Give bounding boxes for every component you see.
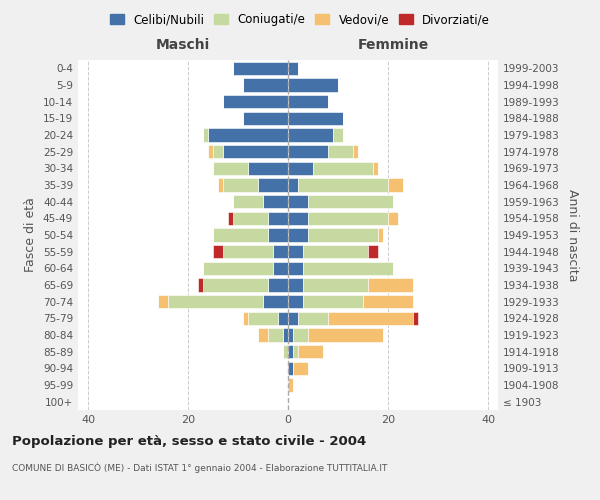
Bar (268, 278, 288, 291)
Bar (288, 62, 298, 75)
Bar (288, 345, 293, 358)
Bar (293, 328, 308, 342)
Bar (288, 262, 303, 275)
Bar (303, 278, 368, 291)
Bar (233, 195, 263, 208)
Bar (293, 345, 298, 358)
Bar (168, 295, 263, 308)
Bar (283, 328, 288, 342)
Bar (303, 295, 363, 308)
Bar (223, 95, 288, 108)
Bar (203, 128, 208, 141)
Bar (258, 328, 268, 342)
Bar (213, 245, 223, 258)
Bar (308, 328, 383, 342)
Bar (223, 245, 273, 258)
Bar (288, 312, 298, 325)
Bar (288, 362, 293, 375)
Bar (213, 228, 268, 241)
Bar (268, 328, 283, 342)
Bar (263, 195, 288, 208)
Bar (288, 78, 338, 92)
Bar (308, 195, 393, 208)
Bar (288, 162, 313, 175)
Bar (288, 95, 328, 108)
Bar (283, 345, 288, 358)
Bar (288, 228, 308, 241)
Bar (288, 145, 328, 158)
Bar (363, 295, 413, 308)
Bar (313, 162, 373, 175)
Bar (288, 245, 303, 258)
Bar (388, 212, 398, 225)
Bar (368, 278, 413, 291)
Text: Femmine: Femmine (358, 38, 428, 52)
Bar (278, 312, 288, 325)
Bar (228, 212, 233, 225)
Bar (288, 278, 303, 291)
Bar (218, 178, 223, 192)
Bar (223, 178, 258, 192)
Bar (203, 278, 268, 291)
Bar (373, 162, 378, 175)
Bar (288, 212, 308, 225)
Bar (303, 262, 393, 275)
Bar (263, 295, 288, 308)
Bar (213, 162, 248, 175)
Bar (303, 245, 368, 258)
Bar (368, 245, 378, 258)
Bar (298, 312, 328, 325)
Bar (258, 178, 288, 192)
Bar (288, 128, 333, 141)
Bar (213, 145, 223, 158)
Bar (248, 162, 288, 175)
Bar (288, 295, 303, 308)
Bar (233, 62, 288, 75)
Bar (298, 178, 388, 192)
Bar (308, 212, 388, 225)
Legend: Celibi/Nubili, Coniugati/e, Vedovi/e, Divorziati/e: Celibi/Nubili, Coniugati/e, Vedovi/e, Di… (105, 8, 495, 31)
Bar (243, 78, 288, 92)
Bar (208, 145, 213, 158)
Bar (243, 312, 248, 325)
Bar (288, 178, 298, 192)
Bar (208, 128, 288, 141)
Bar (293, 362, 308, 375)
Bar (288, 378, 293, 392)
Text: Maschi: Maschi (156, 38, 210, 52)
Text: COMUNE DI BASICÒ (ME) - Dati ISTAT 1° gennaio 2004 - Elaborazione TUTTITALIA.IT: COMUNE DI BASICÒ (ME) - Dati ISTAT 1° ge… (12, 462, 388, 473)
Bar (243, 112, 288, 125)
Bar (333, 128, 343, 141)
Bar (328, 145, 353, 158)
Bar (158, 295, 168, 308)
Text: Popolazione per età, sesso e stato civile - 2004: Popolazione per età, sesso e stato civil… (12, 435, 366, 448)
Bar (233, 212, 268, 225)
Bar (203, 262, 273, 275)
Bar (268, 228, 288, 241)
Bar (273, 245, 288, 258)
Y-axis label: Fasce di età: Fasce di età (25, 198, 37, 272)
Bar (198, 278, 203, 291)
Bar (288, 112, 343, 125)
Bar (328, 312, 413, 325)
Bar (248, 312, 278, 325)
Bar (413, 312, 418, 325)
Bar (308, 228, 378, 241)
Bar (288, 328, 293, 342)
Bar (223, 145, 288, 158)
Bar (268, 212, 288, 225)
Y-axis label: Anni di nascita: Anni di nascita (566, 188, 579, 281)
Bar (273, 262, 288, 275)
Bar (353, 145, 358, 158)
Bar (298, 345, 323, 358)
Bar (388, 178, 403, 192)
Bar (378, 228, 383, 241)
Bar (288, 195, 308, 208)
